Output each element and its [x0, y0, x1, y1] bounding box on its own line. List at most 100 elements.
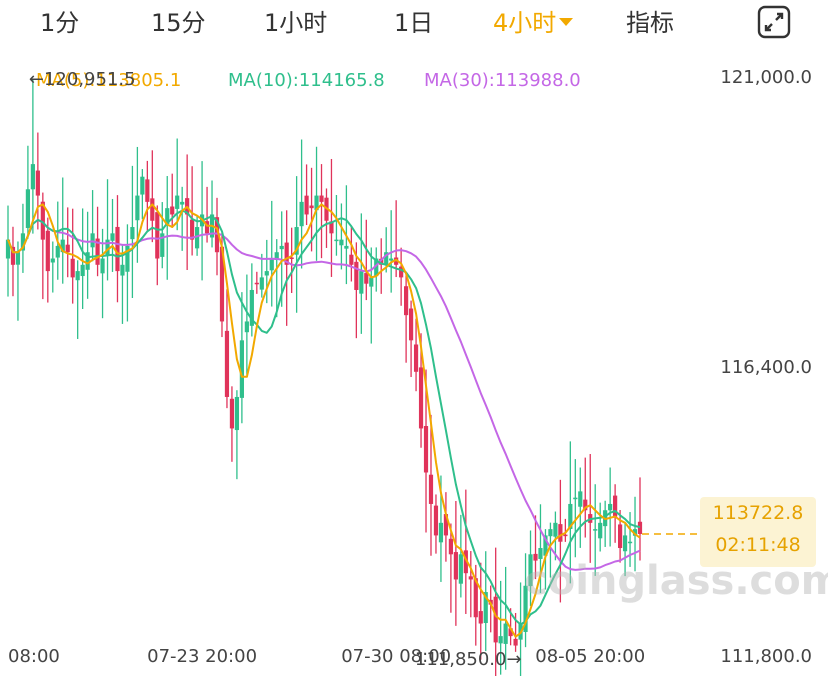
ma10-readout: MA(10):114165.8 [228, 70, 385, 91]
candle-body [553, 522, 558, 537]
candle-body [513, 638, 518, 646]
candle-body [165, 208, 170, 225]
candle-body [45, 230, 50, 272]
candle-body [204, 221, 210, 234]
candle-body [30, 164, 35, 190]
candle-body [413, 344, 419, 372]
candle-body [473, 578, 478, 618]
candle-body [160, 233, 165, 257]
candle-body [269, 258, 274, 271]
current-price-box: 113722.8 02:11:48 [700, 497, 816, 567]
candle-body [458, 554, 463, 584]
ma-lines-layer [7, 203, 641, 638]
candle-body [140, 176, 145, 195]
candle-body [244, 321, 249, 333]
candle-body [229, 398, 235, 429]
candle-body [259, 277, 264, 290]
candle-body [404, 286, 409, 316]
tab-4hour[interactable]: 4小时 [493, 6, 574, 40]
candle-body [583, 499, 588, 511]
candle-body [10, 246, 16, 265]
candle-body [573, 497, 578, 500]
tab-15min[interactable]: 15分 [151, 9, 206, 37]
candle-body [329, 221, 334, 234]
watermark-logo: coinglass.com [524, 558, 828, 604]
candle-body [5, 239, 11, 259]
candle-body [548, 529, 553, 537]
candle-body [448, 538, 453, 555]
candle-body [299, 201, 304, 227]
candle-body [598, 522, 603, 539]
candle-body [120, 264, 125, 276]
candle-body [468, 576, 473, 580]
candle-body [608, 503, 613, 511]
candle-body [543, 535, 548, 556]
candle-body [125, 245, 130, 272]
x-tick-label: 07-30 08:00 [341, 646, 451, 667]
candle-body [50, 258, 55, 263]
candle-body [274, 252, 279, 260]
candle-body [339, 239, 344, 246]
candle-body [344, 245, 349, 249]
candle-body [135, 195, 140, 221]
ma30-readout: MA(30):113988.0 [424, 70, 581, 91]
tab-4hour-label: 4小时 [493, 9, 557, 37]
candle-body [249, 289, 254, 326]
candle-body [632, 529, 638, 536]
candle-body [145, 179, 150, 202]
tab-1min[interactable]: 1分 [40, 9, 80, 37]
candle-body [294, 227, 299, 255]
candle-body [379, 258, 384, 265]
candle-body [523, 585, 528, 632]
candle-body [155, 212, 160, 259]
candle-body [374, 258, 379, 277]
candle-body [55, 245, 60, 258]
x-tick-label: 08-05 20:00 [535, 646, 645, 667]
x-axis-ticks: 08:00 07-23 20:00 07-30 08:00 08-05 20:00 [8, 646, 645, 667]
low-price-annotation: 111,850.0→ [415, 649, 522, 670]
high-price-annotation: ←120,951.5 [29, 69, 136, 90]
candle-body [175, 195, 180, 209]
candle-body [423, 426, 429, 473]
candle-body [25, 189, 31, 229]
candle-body [40, 201, 45, 240]
candle-body [463, 550, 468, 574]
candle-body [90, 233, 95, 248]
candle-body [105, 239, 110, 256]
candle-body [75, 271, 80, 281]
candle-body [349, 254, 354, 265]
x-tick-label: 07-23 20:00 [147, 646, 257, 667]
candle-body [219, 246, 225, 322]
tab-1hour[interactable]: 1小时 [264, 9, 328, 37]
candle-body [334, 239, 339, 242]
candle-body [384, 252, 389, 265]
candle-body [637, 521, 643, 534]
expand-icon[interactable] [757, 5, 791, 39]
candle-body [627, 541, 633, 544]
candle-body [195, 227, 200, 249]
candle-body [568, 503, 573, 529]
candle-body [150, 198, 155, 221]
timeframe-tabbar: 1分 15分 1小时 1日 4小时 指标 [0, 0, 828, 46]
candle-countdown: 02:11:48 [715, 534, 801, 556]
candle-body [130, 227, 135, 240]
candle-body [418, 367, 424, 429]
candle-body [508, 628, 513, 637]
candle-body [503, 623, 508, 644]
tab-1day[interactable]: 1日 [394, 9, 434, 37]
candle-body [558, 524, 563, 542]
candle-body [304, 195, 309, 215]
candle-body [394, 257, 399, 265]
tab-indicators[interactable]: 指标 [626, 9, 674, 37]
candle-body [438, 522, 444, 543]
candle-body [224, 330, 230, 397]
candle-body [364, 273, 369, 284]
current-price: 113722.8 [712, 502, 804, 524]
candle-body [70, 258, 75, 278]
candle-body [35, 170, 40, 196]
candle-body [389, 258, 394, 261]
candle-body [234, 396, 240, 431]
candle-body [100, 258, 105, 274]
y-tick-bottom: 111,800.0 [720, 646, 812, 667]
